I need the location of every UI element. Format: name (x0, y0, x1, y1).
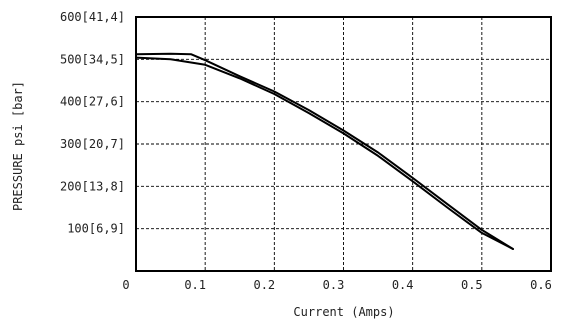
plot-frame (135, 16, 552, 272)
y-tick-label: 100[6,9] (67, 222, 125, 236)
curves (135, 52, 514, 250)
x-axis-title: Current (Amps) (293, 305, 394, 319)
x-tick-labels: 0 0.1 0.2 0.3 0.4 0.5 0.6 (122, 278, 551, 292)
x-tick-label: 0.6 (530, 278, 552, 292)
pressure-curve-1 (135, 56, 514, 250)
y-tick-label: 400[27,6] (60, 95, 125, 109)
y-tick-label: 600[41,4] (60, 10, 125, 24)
y-tick-labels: 100[6,9] 200[13,8] 300[20,7] 400[27,6] 500[3… (60, 10, 125, 236)
x-tick-label: 0.5 (461, 278, 483, 292)
pressure-curve-2 (135, 52, 514, 250)
x-tick-label: 0 (122, 278, 129, 292)
y-tick-label: 500[34,5] (60, 52, 125, 66)
y-axis-title: PRESSURE psi [bar] (11, 81, 25, 211)
x-tick-label: 0.3 (323, 278, 345, 292)
x-tick-label: 0.1 (184, 278, 206, 292)
y-tick-label: 300[20,7] (60, 137, 125, 151)
x-tick-label: 0.2 (253, 278, 275, 292)
y-tick-label: 200[13,8] (60, 179, 125, 193)
grid (136, 17, 551, 271)
x-tick-label: 0.4 (392, 278, 414, 292)
